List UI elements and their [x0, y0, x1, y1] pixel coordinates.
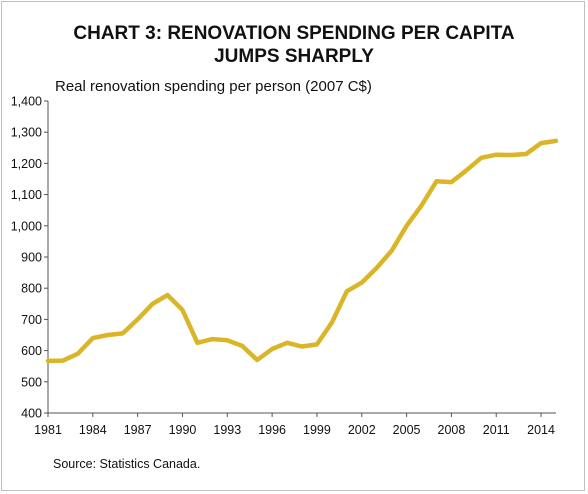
- chart-title: CHART 3: RENOVATION SPENDING PER CAPITA …: [0, 22, 588, 68]
- chart-title-line-1: CHART 3: RENOVATION SPENDING PER CAPITA: [73, 23, 515, 44]
- x-tick-label: 2011: [483, 423, 510, 437]
- y-tick-label: 1,000: [11, 219, 42, 233]
- x-tick-label: 2002: [348, 423, 376, 437]
- series-line: [45, 138, 559, 364]
- series-lines: [45, 138, 559, 364]
- y-tick-label: 500: [21, 375, 42, 389]
- x-tick-label: 1996: [258, 423, 286, 437]
- y-tick-label: 1,300: [11, 126, 42, 140]
- y-tick-label: 1,100: [11, 188, 42, 202]
- x-tick-label: 2005: [393, 423, 421, 437]
- chart-title-line-2: JUMPS SHARPLY: [214, 46, 374, 67]
- x-tick-label: 1990: [169, 423, 197, 437]
- x-tick-label: 1999: [303, 423, 331, 437]
- x-tick-label: 1984: [79, 423, 107, 437]
- x-tick-label: 1981: [34, 423, 62, 437]
- y-tick-label: 1,400: [11, 95, 42, 109]
- y-tick-label: 1,200: [11, 157, 42, 171]
- y-tick-label: 800: [21, 282, 42, 296]
- x-tick-label: 2014: [527, 423, 555, 437]
- chart-subtitle: Real renovation spending per person (200…: [55, 78, 372, 95]
- y-tick-label: 600: [21, 344, 42, 358]
- y-tick-label: 400: [21, 407, 42, 421]
- x-tick-label: 1987: [124, 423, 152, 437]
- x-tick-labels: 1981 1984 1987 1990 1993 1996 1999 2002 2005 2008…: [34, 423, 555, 437]
- chart-source: Source: Statistics Canada.: [53, 457, 201, 471]
- x-tick-label: 1993: [213, 423, 241, 437]
- y-tick-label: 900: [21, 251, 42, 265]
- y-tick-labels: 400 500 600 700 800 900 1,000 1,100 1,200 1,300 1,…: [11, 95, 42, 421]
- chart-axes: [44, 100, 556, 417]
- x-tick-label: 2008: [438, 423, 466, 437]
- y-tick-label: 700: [21, 313, 42, 327]
